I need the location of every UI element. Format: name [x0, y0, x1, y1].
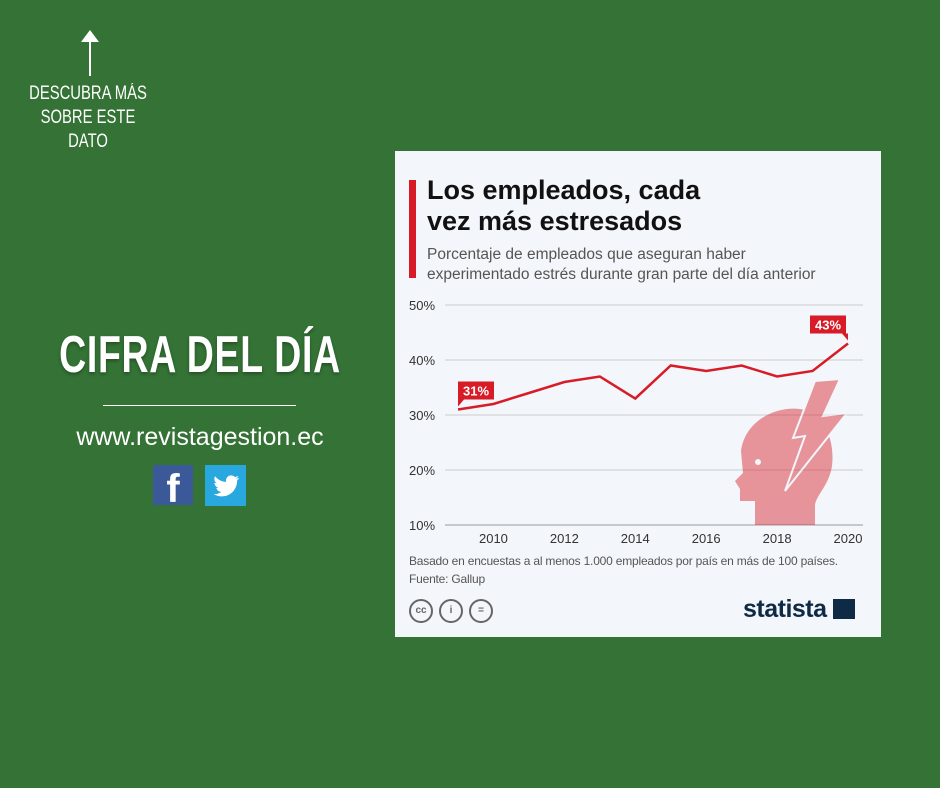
arrow-up-icon [81, 30, 99, 76]
x-tick-label: 2018 [763, 531, 792, 546]
y-tick-label: 10% [409, 518, 435, 533]
attribution-icon[interactable]: i [439, 599, 463, 623]
y-tick-label: 40% [409, 353, 435, 368]
x-tick-label: 2012 [550, 531, 579, 546]
divider [103, 405, 296, 406]
statista-logo[interactable]: statista [743, 595, 855, 624]
cta-line: DATO [68, 131, 108, 152]
data-label-pointer [458, 399, 464, 407]
data-label: 43% [815, 318, 841, 333]
cta-line: SOBRE ESTE [40, 107, 136, 128]
chart-title: Los empleados, cada vez más estresados [427, 175, 701, 236]
x-tick-label: 2020 [834, 531, 863, 546]
data-label-box [458, 381, 494, 400]
chart-note: Basado en encuestas a al menos 1.000 emp… [409, 554, 838, 586]
x-tick-label: 2014 [621, 531, 650, 546]
y-tick-label: 50% [409, 298, 435, 313]
cta-line: DESCUBRA MÁS [29, 83, 147, 104]
discover-more-link[interactable]: DESCUBRA MÁS SOBRE ESTE DATO [27, 82, 149, 154]
y-tick-label: 20% [409, 463, 435, 478]
no-derivatives-icon[interactable]: = [469, 599, 493, 623]
accent-bar [409, 180, 416, 278]
data-label-pointer [842, 333, 848, 341]
chart-card: Los empleados, cada vez más estresados Po… [395, 151, 881, 637]
facebook-icon[interactable]: f [153, 465, 193, 505]
x-tick-label: 2010 [479, 531, 508, 546]
chart-subtitle: Porcentaje de empleados que aseguran hab… [427, 246, 816, 283]
website-link[interactable]: www.revistagestion.ec [76, 423, 324, 451]
data-label: 31% [463, 384, 489, 399]
series-line [457, 342, 849, 411]
x-tick-label: 2016 [692, 531, 721, 546]
data-label-box [810, 315, 846, 334]
license-icons: cc i = [409, 599, 493, 623]
stressed-head-icon [735, 377, 850, 525]
y-tick-label: 30% [409, 408, 435, 423]
twitter-icon[interactable] [205, 465, 246, 506]
line-chart: 10% 20% 30% 40% 50% 2010 2012 2014 2016 2018 2020 3… [409, 298, 863, 546]
headline: CIFRA DEL DÍA [59, 326, 341, 384]
cc-icon[interactable]: cc [409, 599, 433, 623]
